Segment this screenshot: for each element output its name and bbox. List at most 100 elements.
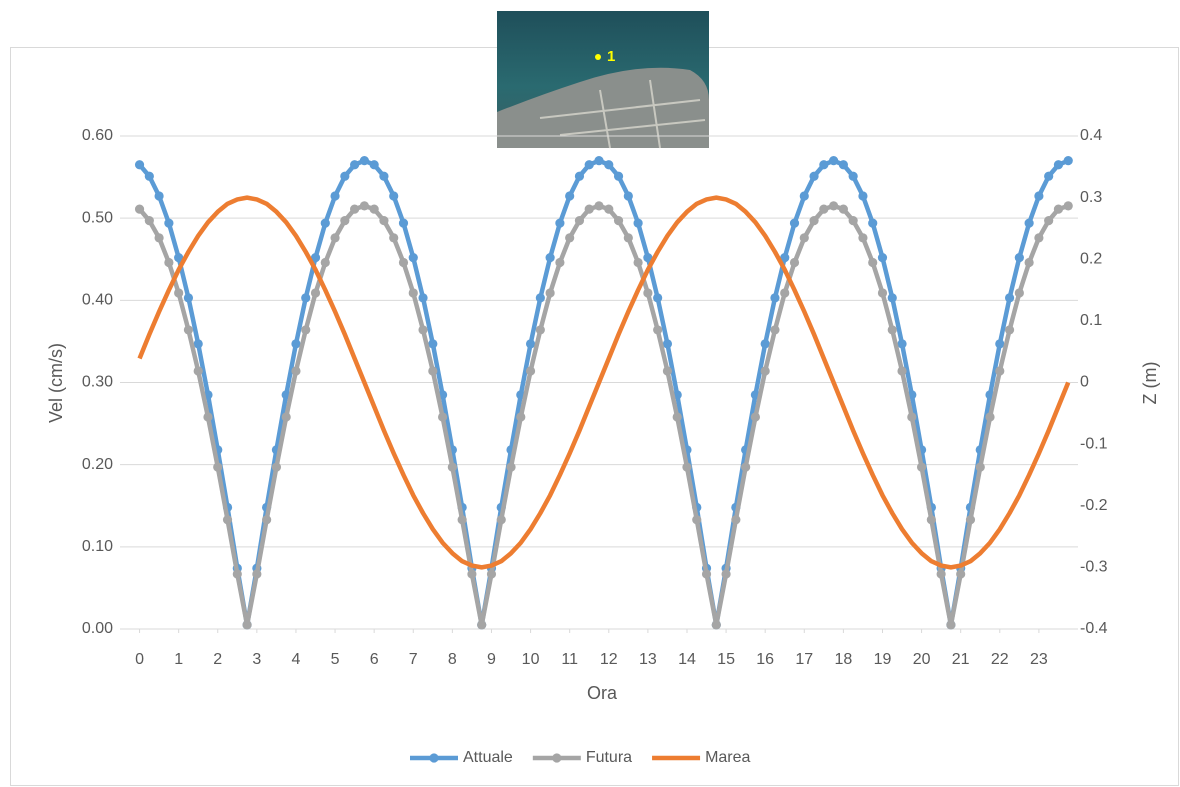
legend-label: Marea — [705, 749, 750, 766]
data-point — [555, 258, 564, 267]
data-point — [907, 412, 916, 421]
data-point — [995, 339, 1004, 348]
data-point — [184, 325, 193, 334]
data-point — [370, 160, 379, 169]
data-point — [301, 325, 310, 334]
data-point — [135, 160, 144, 169]
chart-frame — [11, 48, 1179, 786]
data-point — [428, 339, 437, 348]
data-point — [350, 160, 359, 169]
data-point — [330, 233, 339, 242]
data-point — [399, 218, 408, 227]
data-point — [1015, 288, 1024, 297]
data-point — [682, 463, 691, 472]
data-point — [966, 515, 975, 524]
data-point — [379, 172, 388, 181]
data-point — [1005, 293, 1014, 302]
data-point — [673, 412, 682, 421]
data-point — [858, 191, 867, 200]
data-point — [663, 366, 672, 375]
x-tick-label: 15 — [717, 651, 735, 668]
data-point — [1034, 191, 1043, 200]
data-point — [194, 366, 203, 375]
data-point — [301, 293, 310, 302]
data-point — [770, 325, 779, 334]
data-point — [487, 569, 496, 578]
legend-marker — [552, 753, 561, 762]
y2-tick-label: -0.3 — [1080, 559, 1108, 576]
x-tick-label: 8 — [448, 651, 457, 668]
data-point — [428, 366, 437, 375]
data-point — [145, 172, 154, 181]
data-point — [878, 253, 887, 262]
data-point — [575, 216, 584, 225]
x-tick-label: 3 — [252, 651, 261, 668]
data-point — [634, 218, 643, 227]
data-point — [418, 293, 427, 302]
data-point — [761, 339, 770, 348]
data-point — [888, 325, 897, 334]
x-tick-label: 11 — [561, 651, 578, 668]
y2-tick-label: 0.1 — [1080, 312, 1102, 329]
data-point — [536, 293, 545, 302]
data-point — [135, 205, 144, 214]
y-tick-label: 0.30 — [82, 374, 113, 391]
data-point — [790, 258, 799, 267]
data-point — [399, 258, 408, 267]
data-point — [1054, 205, 1063, 214]
data-point — [526, 366, 535, 375]
map-inset: 1 — [497, 11, 709, 148]
data-point — [849, 172, 858, 181]
x-tick-label: 16 — [756, 651, 774, 668]
data-point — [888, 293, 897, 302]
data-point — [809, 216, 818, 225]
data-point — [516, 412, 525, 421]
data-point — [350, 205, 359, 214]
data-point — [575, 172, 584, 181]
data-point — [956, 569, 965, 578]
data-point — [467, 569, 476, 578]
data-point — [360, 201, 369, 210]
x-tick-label: 0 — [135, 651, 144, 668]
chart: 1 0.000.100.200.300.400.500.60-0.4-0.3-0… — [0, 0, 1180, 787]
data-point — [712, 620, 721, 629]
data-point — [409, 253, 418, 262]
data-point — [340, 172, 349, 181]
data-point — [1034, 233, 1043, 242]
data-point — [624, 233, 633, 242]
data-point — [536, 325, 545, 334]
data-point — [721, 569, 730, 578]
y2-axis-title: Z (m) — [1140, 362, 1160, 405]
data-point — [340, 216, 349, 225]
data-point — [1015, 253, 1024, 262]
data-point — [653, 293, 662, 302]
y2-tick-label: 0.2 — [1080, 250, 1102, 267]
data-point — [897, 366, 906, 375]
data-point — [370, 205, 379, 214]
data-point — [809, 172, 818, 181]
data-point — [614, 216, 623, 225]
data-point — [164, 258, 173, 267]
data-point — [291, 366, 300, 375]
data-point — [858, 233, 867, 242]
data-point — [360, 156, 369, 165]
data-point — [389, 233, 398, 242]
data-point — [702, 569, 711, 578]
data-point — [526, 339, 535, 348]
data-point — [917, 463, 926, 472]
data-point — [184, 293, 193, 302]
data-point — [780, 288, 789, 297]
data-point — [1025, 258, 1034, 267]
data-point — [839, 205, 848, 214]
x-tick-label: 12 — [600, 651, 618, 668]
data-point — [174, 288, 183, 297]
map-label: 1 — [607, 48, 615, 65]
data-point — [624, 191, 633, 200]
y2-tick-label: 0.4 — [1080, 127, 1102, 144]
x-tick-label: 17 — [795, 651, 813, 668]
data-point — [321, 218, 330, 227]
data-point — [223, 515, 232, 524]
x-tick-label: 10 — [522, 651, 540, 668]
y-tick-label: 0.10 — [82, 538, 113, 555]
data-point — [164, 218, 173, 227]
